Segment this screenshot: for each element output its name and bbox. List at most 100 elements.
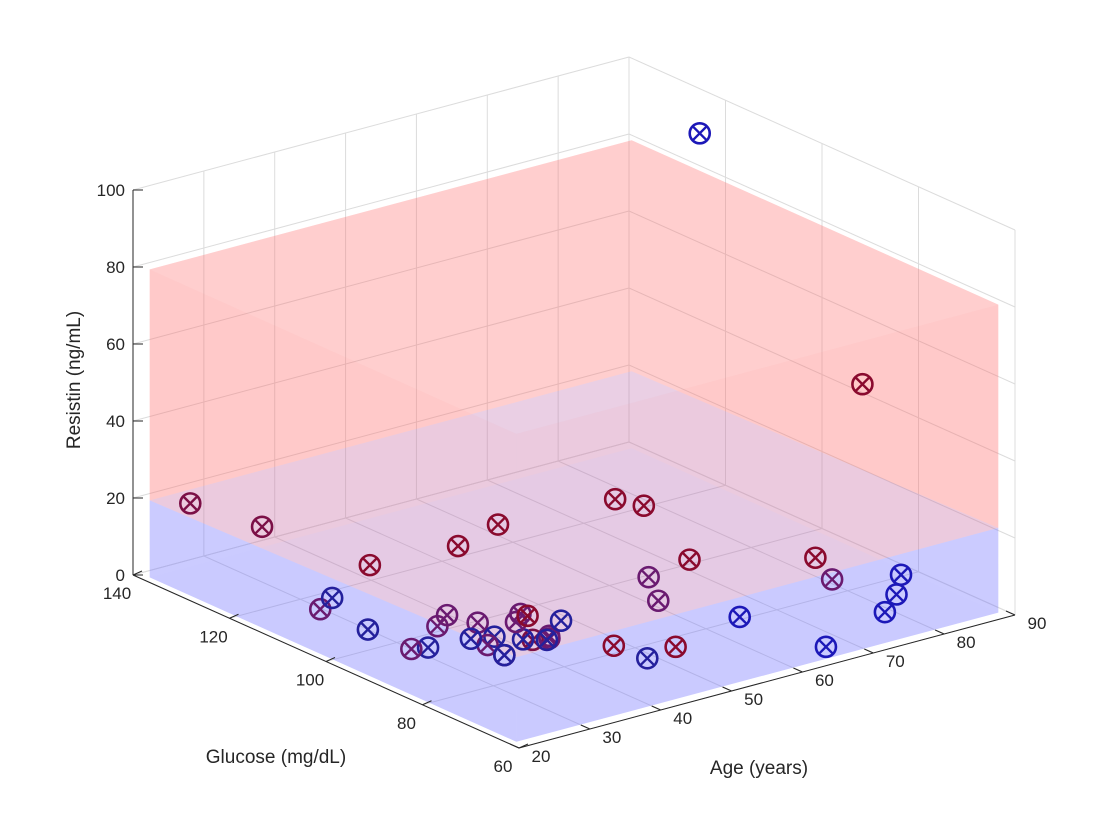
data-point: [516, 604, 539, 628]
healthy-region-face-right: [631, 371, 999, 613]
healthy-region-face-front: [516, 527, 999, 742]
y-tick: [518, 743, 529, 749]
data-point: [466, 611, 489, 635]
data-point-cross: [470, 615, 486, 631]
data-point: [664, 635, 687, 659]
data-point-circle: [664, 635, 687, 659]
data-point-cross: [463, 631, 479, 647]
data-point-circle: [459, 627, 483, 651]
z-tick-label: 20: [106, 489, 125, 508]
data-point-circle: [635, 646, 659, 670]
healthy-region-face-bottom: [149, 448, 999, 742]
data-point-cross: [639, 650, 655, 666]
data-point-circle: [814, 635, 838, 659]
gridline-wall-x-horiz: [628, 441, 1016, 616]
gridline-wall-y-horiz: [132, 133, 630, 268]
patient-region-face-top: [149, 140, 999, 434]
data-points: [178, 122, 913, 670]
data-point-circle: [250, 515, 274, 539]
x-axis-label: Age (years): [710, 758, 808, 779]
data-point-circle: [178, 492, 202, 515]
gridline-wall-y-horiz: [132, 56, 630, 191]
data-point-circle: [416, 636, 440, 659]
data-point-circle: [308, 597, 332, 621]
patient-region-face-right: [631, 140, 999, 528]
data-point-circle: [356, 618, 380, 641]
data-point-cross: [606, 638, 622, 654]
y-tick-label: 120: [199, 627, 227, 646]
data-point-cross: [480, 637, 495, 653]
x-tick-label: 30: [602, 728, 621, 747]
y-tick-label: 140: [103, 584, 131, 603]
y-tick-label: 80: [397, 714, 416, 733]
x-tick: [722, 686, 732, 692]
data-point-cross: [553, 613, 569, 629]
data-point-circle: [820, 568, 844, 591]
data-point-circle: [688, 122, 712, 145]
data-point: [804, 546, 827, 570]
data-point-circle: [678, 548, 701, 571]
data-point-cross: [877, 604, 893, 620]
data-point-cross: [607, 491, 623, 507]
patient-region-face-back: [149, 140, 632, 501]
x-tick: [1005, 610, 1016, 616]
data-point-circle: [446, 534, 470, 558]
x-tick: [793, 667, 803, 673]
data-point-cross: [420, 640, 436, 655]
data-point-circle: [637, 565, 660, 589]
y-tick: [132, 570, 143, 576]
data-point: [603, 487, 627, 511]
gridline-wall-y-horiz: [132, 287, 630, 422]
gridline-wall-x-horiz: [628, 133, 1016, 308]
data-point: [602, 634, 626, 658]
data-point-cross: [808, 550, 823, 566]
data-point-cross: [515, 632, 531, 647]
data-point: [637, 565, 660, 589]
data-point-cross: [650, 593, 666, 609]
x-tick: [864, 648, 874, 654]
data-point-cross: [360, 622, 376, 637]
data-point-cross: [254, 519, 270, 535]
data-point: [446, 534, 470, 558]
data-point-circle: [320, 586, 344, 610]
y-tick: [422, 700, 432, 706]
healthy-region-face-left: [149, 500, 517, 742]
data-point: [678, 548, 701, 571]
x-tick-label: 60: [815, 671, 834, 690]
patient-region-face-front: [516, 304, 999, 658]
data-point-circle: [873, 600, 897, 624]
data-point-cross: [855, 376, 870, 392]
data-point: [250, 515, 274, 539]
gridline-wall-x-horiz: [628, 287, 1016, 462]
data-point-cross: [403, 641, 419, 657]
gridline-wall-y-horiz: [132, 364, 630, 499]
data-point-cross: [439, 607, 455, 623]
x-tick: [509, 743, 520, 749]
data-point: [358, 553, 382, 577]
data-point: [646, 589, 670, 613]
gridline-wall-x-horiz: [628, 56, 1016, 231]
data-point-cross: [682, 552, 697, 567]
x-tick-label: 90: [1028, 614, 1047, 633]
data-point-circle: [804, 546, 827, 570]
x-tick-label: 40: [673, 709, 692, 728]
data-point: [851, 372, 874, 396]
data-point-cross: [324, 590, 340, 606]
data-point-cross: [490, 517, 506, 532]
data-point-cross: [497, 647, 512, 663]
y-tick-label: 60: [494, 757, 513, 776]
y-axis-label: Glucose (mg/dL): [206, 747, 346, 768]
data-point-cross: [182, 496, 198, 511]
data-point-circle: [516, 604, 539, 628]
data-point-cross: [818, 639, 834, 655]
decision-region: [149, 140, 999, 742]
data-point: [435, 603, 459, 627]
data-point: [820, 568, 844, 591]
data-point-circle: [535, 628, 559, 652]
healthy-region-face-back: [149, 371, 632, 578]
data-point-circle: [603, 487, 627, 511]
gridline-wall-y-horiz: [132, 210, 630, 345]
data-point-circle: [358, 553, 382, 577]
data-point-cross: [824, 572, 840, 587]
